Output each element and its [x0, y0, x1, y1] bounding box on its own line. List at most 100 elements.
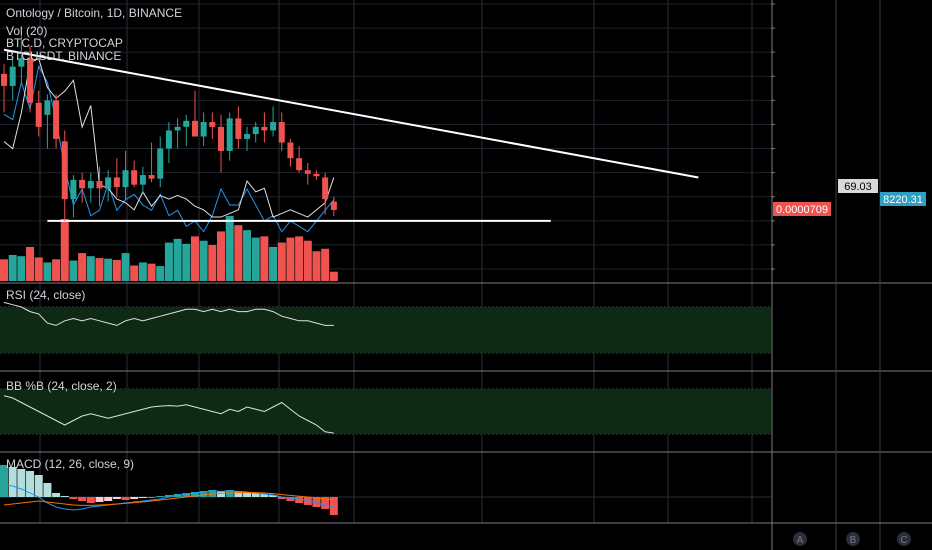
candle-body [235, 118, 242, 139]
vol-legend[interactable]: Vol (20) [6, 24, 47, 38]
macd-histogram-bar [182, 493, 191, 497]
macd-histogram-bar [69, 497, 78, 499]
volume-bar [173, 238, 182, 281]
volume-bar [104, 258, 113, 281]
macd-histogram-bar [112, 497, 121, 499]
macd-histogram-bar [277, 497, 286, 499]
volume-bar [277, 242, 286, 281]
volume-bar [286, 237, 295, 281]
last-price-badge-text: 0.0000709 [776, 204, 828, 216]
pane-separators[interactable] [0, 282, 932, 453]
bb-legend[interactable]: BB %B (24, close, 2) [6, 379, 117, 393]
candle-body [105, 177, 112, 189]
volume-bar [78, 253, 87, 281]
macd-histogram-bar [52, 493, 61, 497]
dom-price-badge-text: 69.03 [844, 181, 872, 193]
volume-bar [147, 263, 156, 281]
main-legend[interactable]: Ontology / Bitcoin, 1D, BINANCE [6, 6, 182, 20]
macd-histogram-bar [321, 497, 330, 509]
btcusdt-line [3, 58, 335, 218]
macd-histogram-bar [0, 465, 8, 497]
descending-trendline [3, 48, 699, 179]
rsi-band-fill [0, 307, 771, 353]
volume-bars [0, 215, 338, 281]
volume-bar [164, 242, 173, 281]
macd-histogram-bar [104, 497, 113, 501]
candle-body [1, 73, 7, 86]
macd-histogram-bar [26, 471, 35, 497]
candle-body [200, 122, 207, 137]
btcd-legend[interactable]: BTC.D, CRYPTOCAP [6, 36, 123, 50]
volume-bar [243, 230, 252, 281]
macd-histogram-bar [295, 497, 304, 503]
volume-bar [199, 240, 208, 281]
candle-body [87, 181, 94, 189]
candle-body [304, 170, 311, 174]
scale-button-a[interactable] [793, 532, 807, 546]
candle-body [139, 175, 146, 185]
candle-body [209, 122, 216, 127]
usd-price-badge-text: 8220.31 [883, 194, 923, 206]
volume-bar [34, 257, 43, 281]
candle-body [270, 122, 277, 131]
volume-bar [234, 225, 243, 281]
scale-button-c-label: C [900, 535, 907, 546]
candle-body [27, 58, 34, 103]
scale-button-b[interactable] [846, 532, 860, 546]
volume-bar [138, 262, 147, 281]
volume-bar [130, 265, 139, 281]
macd-histogram-bar [147, 497, 156, 498]
candle-body [165, 130, 172, 149]
macd-histogram-bar [8, 467, 17, 497]
indicator-lines [0, 301, 338, 515]
candle-body [113, 177, 120, 188]
rsi-legend[interactable]: RSI (24, close) [6, 288, 85, 302]
rsi-line [3, 301, 334, 326]
candle-body [330, 201, 337, 210]
scale-button-c[interactable] [897, 532, 911, 546]
volume-bar [269, 246, 278, 281]
macd-histogram-bar [78, 497, 87, 501]
macd-histogram-bar [95, 497, 104, 502]
volume-bar [69, 260, 78, 281]
candle-body [96, 181, 103, 189]
volume-bar [190, 236, 199, 281]
candle-body [322, 177, 329, 200]
macd-histogram-bar [269, 495, 278, 497]
macd-histogram-bar [43, 483, 52, 497]
volume-bar [303, 240, 312, 281]
candle-body [18, 58, 25, 67]
volume-bar [52, 259, 61, 281]
candle-body [53, 100, 60, 139]
candle-body [9, 66, 16, 86]
volume-bar [329, 271, 338, 281]
btcusdt-legend[interactable]: BTCUSDT, BINANCE [6, 49, 121, 63]
candle-body [157, 148, 164, 179]
volume-bar [260, 236, 269, 281]
candle-body [79, 179, 86, 189]
macd-histogram-bar [199, 491, 208, 497]
macd-histogram-bar [190, 492, 199, 497]
candle-body [278, 122, 285, 143]
macd-line [3, 484, 334, 511]
macd-histogram-bar [138, 497, 147, 498]
candle-body [218, 126, 224, 151]
candle-body [35, 102, 42, 127]
volume-bar [217, 231, 225, 281]
candle-body [313, 173, 320, 177]
overlay-lines [3, 48, 699, 233]
candle-body [61, 141, 68, 200]
volume-bar [121, 253, 130, 281]
macd-legend[interactable]: MACD (12, 26, close, 9) [6, 457, 134, 471]
volume-bar [0, 259, 8, 281]
volume-bar [95, 258, 104, 281]
panes [0, 307, 771, 434]
bb-band-fill [0, 389, 771, 434]
scale-button-a-label: A [797, 535, 804, 546]
volume-bar [43, 262, 52, 281]
candle-body [174, 126, 181, 131]
macd-histogram-bar [60, 496, 69, 497]
candle-body [122, 170, 129, 188]
